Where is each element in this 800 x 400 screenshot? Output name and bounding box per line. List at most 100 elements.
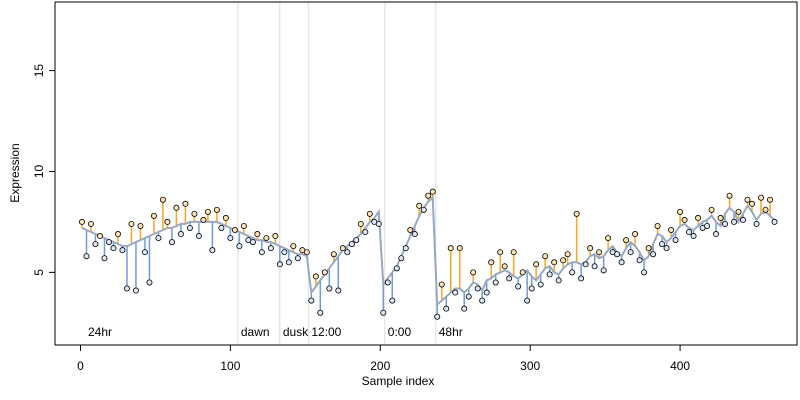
point	[164, 218, 171, 225]
point	[753, 220, 760, 227]
point	[227, 235, 234, 242]
point	[353, 237, 360, 244]
point	[605, 235, 612, 242]
x-tick-label: 300	[520, 359, 540, 373]
point	[578, 275, 585, 282]
point	[537, 281, 544, 288]
point	[623, 237, 630, 244]
point	[695, 214, 702, 221]
point	[452, 289, 459, 296]
point	[411, 231, 418, 238]
point	[555, 277, 562, 284]
point	[461, 305, 468, 312]
marker-label: 24hr	[88, 325, 112, 339]
point	[182, 200, 189, 207]
x-axis-title: Sample index	[362, 374, 435, 388]
marker-label: 0:00	[388, 325, 412, 339]
point	[123, 285, 130, 292]
point	[209, 247, 216, 254]
point	[204, 208, 211, 215]
point	[150, 212, 157, 219]
point	[456, 245, 463, 252]
point	[393, 265, 400, 272]
point	[582, 261, 589, 268]
point	[645, 245, 652, 252]
point	[272, 233, 279, 240]
point	[326, 285, 333, 292]
y-tick-label: 5	[32, 269, 46, 276]
x-tick-label: 200	[370, 359, 390, 373]
point	[470, 269, 477, 276]
point	[389, 297, 396, 304]
point	[569, 269, 576, 276]
point	[690, 233, 697, 240]
point	[515, 283, 522, 290]
point	[731, 218, 738, 225]
point	[312, 273, 319, 280]
point	[335, 287, 342, 294]
point	[191, 210, 198, 217]
point	[258, 249, 265, 256]
point	[627, 249, 634, 256]
point	[294, 255, 301, 262]
point	[587, 245, 594, 252]
point	[128, 220, 135, 227]
point	[222, 214, 229, 221]
y-tick-label: 10	[32, 164, 46, 178]
point	[285, 259, 292, 266]
point	[443, 305, 450, 312]
point	[317, 309, 324, 316]
point	[137, 222, 144, 229]
point	[519, 269, 526, 276]
point	[344, 249, 351, 256]
point	[267, 245, 274, 252]
point	[398, 255, 405, 262]
point	[321, 269, 328, 276]
point	[375, 220, 382, 227]
point	[87, 220, 94, 227]
point	[218, 224, 225, 231]
point	[641, 269, 648, 276]
point	[677, 208, 684, 215]
point	[254, 231, 261, 238]
point	[708, 206, 715, 213]
point	[560, 257, 567, 264]
point	[744, 196, 751, 203]
point	[735, 208, 742, 215]
point	[141, 249, 148, 256]
marker-label: dusk	[283, 325, 309, 339]
marker-label: 12:00	[311, 325, 341, 339]
plot-frame	[54, 1, 798, 346]
point	[330, 251, 337, 258]
point	[501, 263, 508, 270]
point	[105, 239, 112, 246]
point	[249, 239, 256, 246]
point	[200, 216, 207, 223]
point	[654, 222, 661, 229]
point	[339, 245, 346, 252]
point	[686, 229, 693, 236]
point	[614, 251, 621, 258]
point	[231, 226, 238, 233]
x-tick-label: 100	[220, 359, 240, 373]
point	[173, 204, 180, 211]
point	[263, 235, 270, 242]
point	[348, 241, 355, 248]
point	[110, 245, 117, 252]
point	[551, 259, 558, 266]
marker-label: 48hr	[439, 325, 463, 339]
point	[533, 261, 540, 268]
point	[762, 206, 769, 213]
point	[596, 249, 603, 256]
point	[434, 313, 441, 320]
point	[281, 249, 288, 256]
point	[713, 231, 720, 238]
y-axis-title: Expression	[8, 143, 22, 202]
point	[438, 281, 445, 288]
marker-label: dawn	[241, 325, 270, 339]
point	[236, 243, 243, 250]
point	[83, 253, 90, 260]
point	[726, 192, 733, 199]
point	[416, 202, 423, 209]
point	[636, 257, 643, 264]
